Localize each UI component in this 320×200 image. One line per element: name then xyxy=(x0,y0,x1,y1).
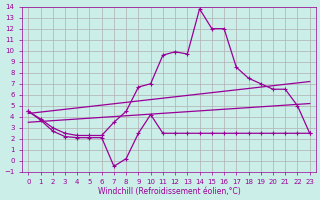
X-axis label: Windchill (Refroidissement éolien,°C): Windchill (Refroidissement éolien,°C) xyxy=(98,187,240,196)
